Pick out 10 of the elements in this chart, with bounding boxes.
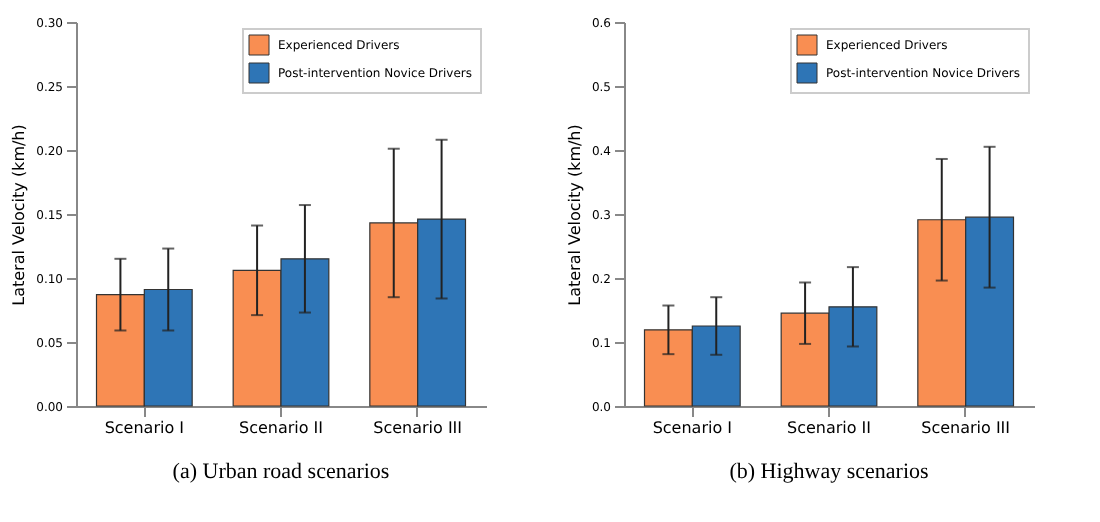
- x-tick-label: Scenario III: [373, 419, 463, 437]
- x-tick-label: Scenario II: [786, 419, 872, 437]
- x-tick-label: Scenario III: [921, 419, 1011, 437]
- text: (b) Highway scenarios: [729, 460, 929, 484]
- x-tick-label: Scenario II: [238, 419, 324, 437]
- x-tick-label: Scenario I: [652, 419, 733, 437]
- text: (a) Urban road scenarios: [172, 460, 390, 484]
- x-tick-label: Scenario I: [104, 419, 185, 437]
- y-axis-title: Lateral Velocity (km/h): [10, 124, 29, 306]
- y-axis-title: Lateral Velocity (km/h): [565, 124, 584, 306]
